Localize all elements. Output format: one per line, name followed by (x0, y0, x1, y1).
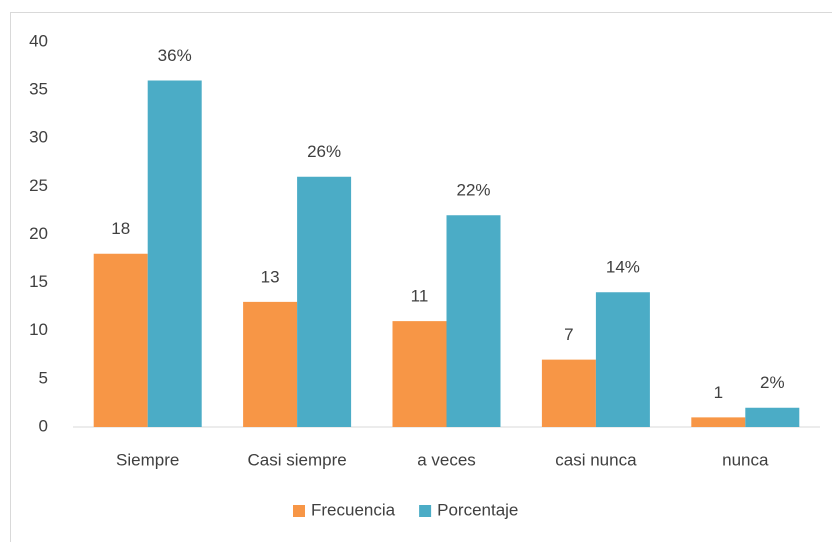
bar (147, 80, 202, 427)
x-tick-label: casi nunca (555, 450, 637, 469)
bar (446, 215, 501, 427)
data-label: 11 (411, 287, 429, 306)
y-tick-label: 30 (29, 128, 48, 147)
x-tick-label: nunca (722, 450, 769, 469)
legend-label: Porcentaje (437, 500, 518, 519)
y-tick-label: 20 (29, 224, 48, 243)
bar (745, 407, 800, 427)
y-tick-label: 5 (39, 368, 48, 387)
bar (93, 253, 148, 427)
bar (297, 176, 352, 427)
legend-swatch (293, 505, 305, 517)
data-label: 14% (606, 258, 640, 277)
data-label: 13 (261, 267, 280, 286)
data-label: 2% (760, 373, 785, 392)
y-tick-label: 10 (29, 320, 48, 339)
legend-swatch (419, 505, 432, 517)
y-tick-label: 35 (29, 80, 48, 99)
y-tick-label: 40 (29, 31, 48, 50)
x-tick-label: Casi siempre (247, 450, 346, 469)
bar (541, 359, 596, 427)
data-label: 7 (564, 325, 573, 344)
x-tick-label: a veces (417, 450, 476, 469)
legend-label: Frecuencia (311, 500, 396, 519)
data-label: 36% (158, 46, 192, 65)
bar (243, 301, 298, 427)
y-tick-label: 25 (29, 176, 48, 195)
data-label: 1 (714, 383, 723, 402)
bar (392, 321, 447, 427)
y-tick-label: 0 (39, 416, 48, 435)
bar (595, 292, 650, 427)
y-tick-label: 15 (29, 272, 48, 291)
data-label: 26% (307, 142, 341, 161)
data-label: 18 (111, 219, 130, 238)
x-tick-label: Siempre (116, 450, 179, 469)
data-label: 22% (456, 181, 490, 200)
bar (691, 417, 746, 427)
